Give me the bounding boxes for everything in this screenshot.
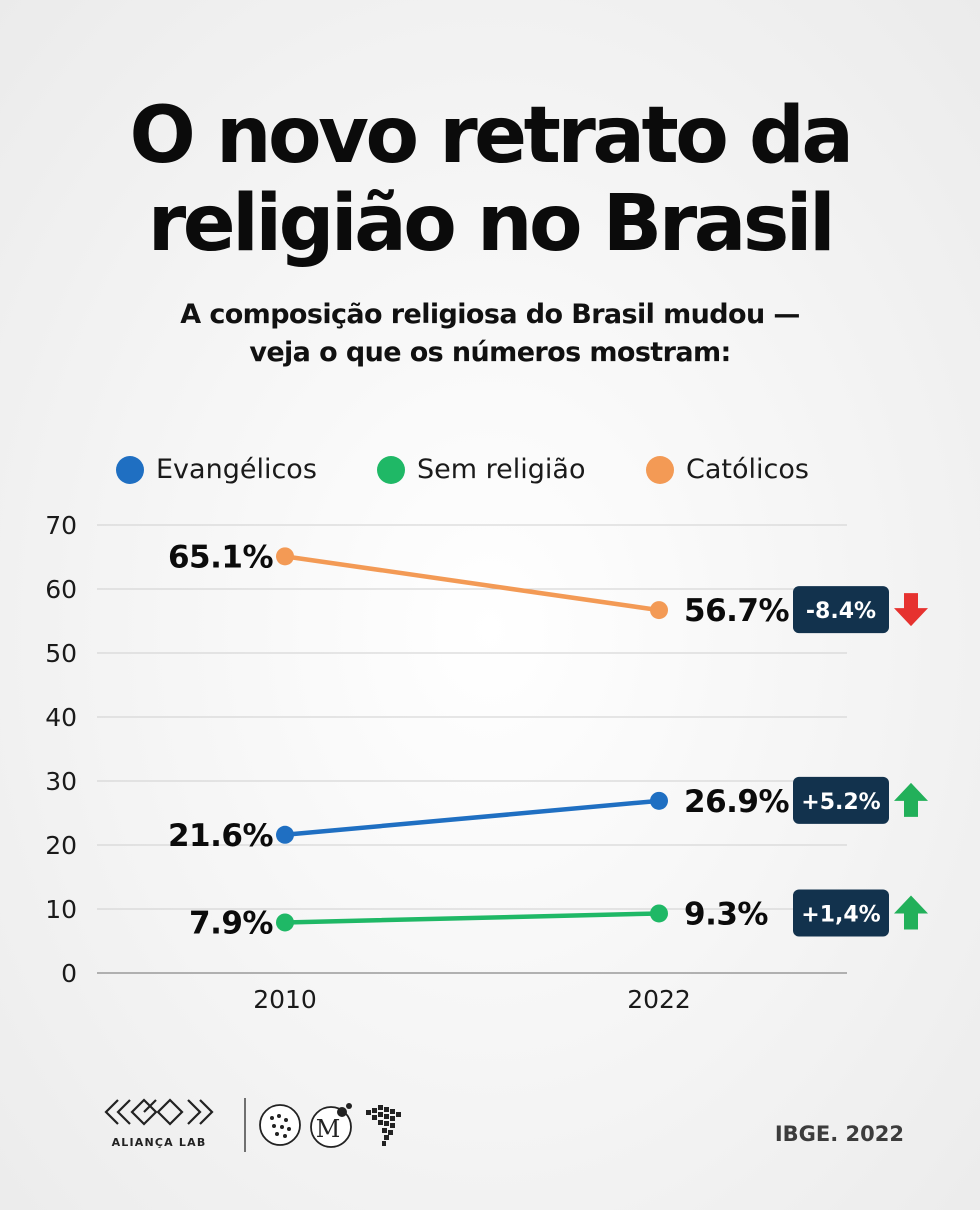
change-badge-evangelicos [793,776,889,824]
series-line-catolicos [282,554,662,613]
data-source: IBGE. 2022 [774,1122,904,1146]
brazil-map-logo-icon [366,1105,401,1146]
subtitle-line-2: veja o que os números mostram: [249,337,731,368]
brand-name: ALIANÇA LAB [112,1136,207,1149]
y-tick-label-50: 50 [45,639,77,668]
data-point-catolicos-2022 [650,601,668,620]
alianca-lab-logo-icon [104,1098,214,1126]
globe-dots-logo-icon [259,1104,301,1146]
data-point-evangelicos-2022 [650,791,668,810]
line-chart: 0 10 20 30 40 50 60 70 2010 2022 65.1% 56.7% -8.4% 21… [45,511,928,1014]
legend-item-evangelicos: Evangélicos [116,454,317,485]
data-label-catolicos-2010: 65.1% [168,539,273,575]
subtitle: A composição religiosa do Brasil mudou —… [0,296,980,372]
data-point-catolicos-2010 [276,547,294,566]
series-line-evangelicos [282,798,662,838]
subtitle-line-1: A composição religiosa do Brasil mudou — [180,299,800,330]
legend-item-catolicos: Católicos [646,454,809,485]
legend-item-sem-religiao: Sem religião [377,454,585,485]
partner-logos: ALIANÇA LAB M [104,1098,401,1152]
title-line-1: O novo retrato da [129,91,854,181]
title-line-2: religião no Brasil [147,179,836,269]
data-label-sem-religiao-2010: 7.9% [189,905,273,941]
data-point-evangelicos-2010 [276,825,294,844]
m-seal-letter: M [316,1115,341,1143]
data-label-evangelicos-2010: 21.6% [168,818,273,854]
legend-label-evangelicos: Evangélicos [156,454,317,485]
arrow-up-icon [894,895,928,930]
y-tick-label-70: 70 [45,511,77,540]
arrow-up-icon [894,782,928,817]
arrow-down-icon [894,593,928,627]
legend-dot-evangelicos [116,455,144,484]
data-label-sem-religiao-2022: 9.3% [684,896,768,932]
chart-legend: Evangélicos Sem religião Católicos [0,454,980,490]
change-badge-catolicos [793,586,889,634]
page-title: O novo retrato da religião no Brasil [0,92,980,268]
data-label-catolicos-2022: 56.7% [684,593,789,629]
x-tick-label-2010: 2010 [253,985,317,1014]
y-tick-label-0: 0 [61,959,77,988]
series-line-sem-religiao [282,911,662,925]
y-tick-label-30: 30 [45,767,77,796]
data-point-sem-religiao-2022 [650,904,668,923]
change-badge-sem-religiao [793,889,889,937]
y-tick-label-60: 60 [45,575,77,604]
legend-label-sem-religiao: Sem religião [417,454,586,485]
legend-dot-catolicos [646,455,674,484]
m-seal-logo-icon: M [310,1103,352,1148]
x-tick-label-2022: 2022 [627,985,691,1014]
y-tick-label-40: 40 [45,703,77,732]
legend-label-catolicos: Católicos [686,454,809,485]
y-tick-label-10: 10 [45,895,77,924]
legend-dot-sem-religiao [377,455,405,484]
change-badge-text-catolicos: -8.4% [806,599,876,624]
change-badge-text-evangelicos: +5.2% [801,790,880,815]
change-badge-text-sem-religiao: +1,4% [801,902,880,927]
data-point-sem-religiao-2010 [276,913,294,932]
y-tick-label-20: 20 [45,831,77,860]
data-label-evangelicos-2022: 26.9% [684,784,789,820]
